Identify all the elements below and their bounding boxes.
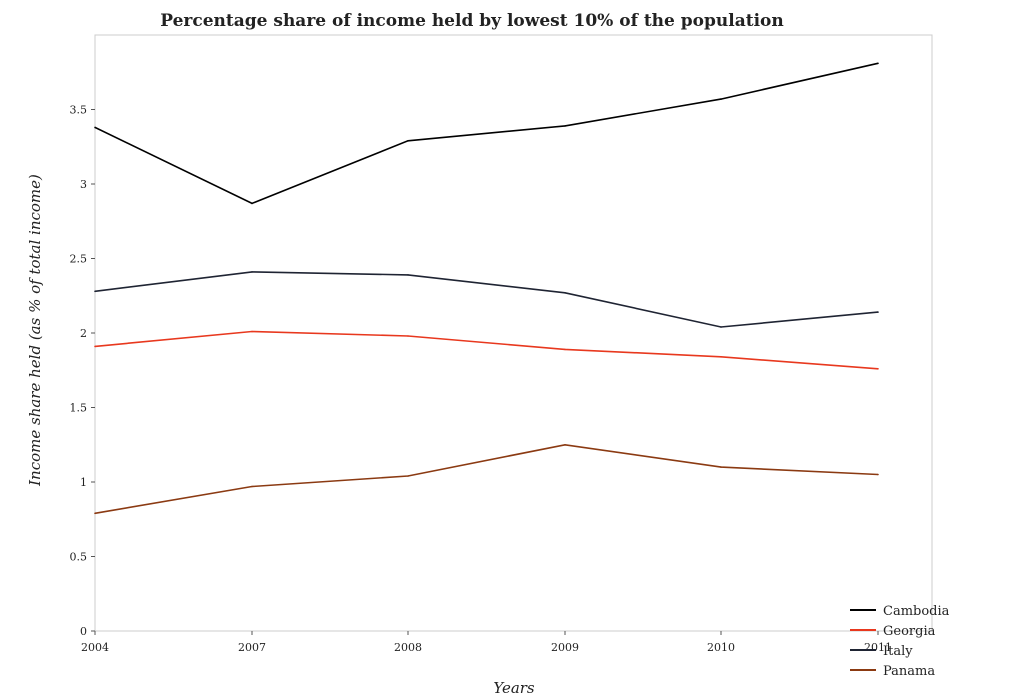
plot-area <box>94 34 933 632</box>
series-line-italy <box>94 271 879 328</box>
y-tick-label: 2 <box>80 327 87 340</box>
y-tick-label: 2.5 <box>70 253 88 266</box>
data-point-panama <box>94 512 96 515</box>
data-point-italy <box>251 271 253 273</box>
x-tick-label: 2007 <box>238 641 266 654</box>
data-point-cambodia <box>407 140 409 142</box>
x-axis: 2004 2007 2008 2009 2010 2011 <box>81 631 892 654</box>
series-lines <box>94 62 879 515</box>
data-point-panama <box>564 444 566 446</box>
y-tick-label: 3.5 <box>70 104 88 117</box>
data-point-italy <box>877 311 879 313</box>
legend-label-italy: Italy <box>883 644 913 659</box>
y-tick-label: 0.5 <box>70 551 88 564</box>
data-point-georgia <box>720 356 722 358</box>
y-tick-label: 0 <box>80 625 87 638</box>
legend: Cambodia Georgia Italy Panama <box>850 604 950 679</box>
y-tick-label: 3 <box>80 178 87 191</box>
y-tick-label: 1 <box>80 476 87 489</box>
y-axis-label: Income share held (as % of total income) <box>26 174 44 487</box>
data-point-cambodia <box>720 98 722 100</box>
data-point-panama <box>877 473 879 476</box>
legend-label-panama: Panama <box>883 664 935 679</box>
data-point-georgia <box>94 345 96 348</box>
series-line-georgia <box>94 330 879 370</box>
x-tick-label: 2004 <box>81 641 109 654</box>
y-axis: 0 0.5 1 1.5 2 2.5 3 3.5 <box>70 104 95 638</box>
series-line-panama <box>94 443 879 515</box>
data-point-georgia <box>564 348 566 351</box>
y-tick-label: 1.5 <box>70 402 88 415</box>
series-line-cambodia <box>94 62 879 205</box>
data-point-italy <box>407 274 409 276</box>
data-point-panama <box>251 485 253 488</box>
data-point-georgia <box>251 330 253 333</box>
x-tick-label: 2008 <box>394 641 422 654</box>
data-point-panama <box>407 475 409 477</box>
legend-label-cambodia: Cambodia <box>883 604 950 619</box>
data-point-panama <box>720 466 722 468</box>
data-point-cambodia <box>94 126 96 129</box>
data-point-italy <box>94 290 96 293</box>
x-tick-label: 2009 <box>551 641 579 654</box>
x-tick-label: 2010 <box>707 641 735 654</box>
x-axis-label: Years <box>493 679 535 697</box>
data-point-cambodia <box>251 202 253 205</box>
data-point-cambodia <box>877 62 879 65</box>
chart-title: Percentage share of income held by lowes… <box>160 11 783 31</box>
data-point-georgia <box>877 368 879 370</box>
legend-label-georgia: Georgia <box>883 624 936 639</box>
data-point-georgia <box>407 335 409 337</box>
data-point-cambodia <box>564 125 566 127</box>
data-point-italy <box>564 292 566 294</box>
data-point-italy <box>720 326 722 328</box>
